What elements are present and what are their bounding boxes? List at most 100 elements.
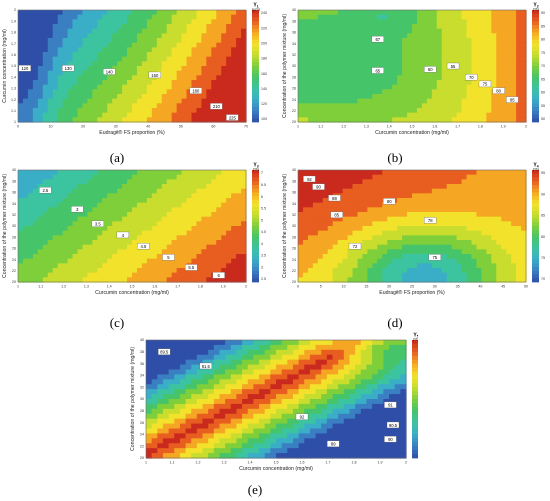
contour-cell [77,193,84,199]
contour-cell [226,75,232,81]
contour-cell [426,89,433,95]
contour-cell [387,28,393,34]
contour-cell [117,14,123,20]
contour-cell [466,38,473,44]
contour-cell [304,349,311,356]
contour-cell [201,14,207,20]
contour-cell [436,212,443,218]
contour-label-box [226,114,239,121]
contour-cell [327,94,334,100]
contour-cell [241,75,247,81]
contour-cell [72,28,79,34]
contour-cell [136,70,143,76]
contour-cell [446,212,453,218]
contour-cell [171,94,178,100]
contour-cell [27,240,34,246]
contour-cell [97,258,103,264]
contour-cell [92,244,98,250]
contour-cell [62,19,69,25]
contour-cell [407,70,413,76]
contour-cell [112,193,118,199]
contour-cell [486,14,492,20]
contour-cell [421,188,428,194]
contour-cell [47,198,54,204]
contour-cell [521,184,527,190]
contour-cell [27,52,34,58]
contour-cell [136,108,143,114]
contour-cell [216,75,222,81]
contour-cell [196,75,202,81]
contour-cell [226,212,232,218]
contour-cell [168,354,175,361]
contour-cell [362,226,368,232]
contour-cell [521,244,527,250]
contour-cell [230,344,238,351]
contour-cell [362,10,368,16]
contour-cell [216,198,222,204]
contour-cell [327,24,334,30]
contour-cell [392,10,398,16]
contour-cell [221,47,227,53]
contour-cell [141,277,148,283]
contour-cell [302,117,309,123]
contour-cell [421,28,428,34]
contour-cell [221,33,227,39]
contour-cell [264,359,271,366]
contour-cell [241,221,247,227]
contour-cell [102,198,108,204]
legend-swatch [252,103,259,108]
contour-cell [496,179,502,185]
contour-cell [400,359,407,366]
y-tick-label: 1.4 [11,75,16,79]
contour-cell [166,170,173,176]
contour-cell [47,70,54,76]
contour-cell [82,249,88,255]
contour-cell [127,198,133,204]
contour-cell [506,170,512,176]
contour-cell [501,33,507,39]
contour-cell [456,80,463,86]
contour-cell [191,364,198,371]
contour-cell [82,188,88,194]
contour-cell [127,170,133,176]
y-tick-label: 36 [292,191,296,195]
contour-cell [211,188,217,194]
x-tick-label: 1.8 [478,125,483,129]
legend-swatch [532,10,539,15]
contour-cell [127,207,133,213]
contour-cell [18,84,24,90]
contour-cell [18,19,24,25]
contour-cell [397,19,403,25]
contour-cell [67,277,74,283]
contour-cell [332,112,339,118]
contour-cell [156,207,163,213]
contour-cell [47,258,54,264]
contour-cell [377,235,383,241]
contour-cell [206,272,212,278]
contour-cell [298,14,304,20]
contour-cell [357,272,364,278]
contour-cell [107,258,113,264]
contour-cell [52,61,59,67]
contour-cell [42,61,49,67]
contour-cell [511,89,517,95]
contour-cell [171,240,178,246]
contour-cell [18,38,24,44]
contour-cell [27,56,34,62]
contour-cell [387,19,393,25]
contour-cell [506,174,512,180]
contour-cell [377,174,383,180]
contour-cell [47,240,54,246]
contour-cell [436,103,443,109]
contour-cell [402,212,408,218]
color-legend: 76.565.554.543.532.5Y3(%) [252,163,266,283]
contour-cell [298,354,305,361]
contour-cell [107,52,113,58]
contour-cell [52,254,59,260]
contour-cell [332,80,339,86]
contour-cell [97,33,103,39]
contour-cell [161,272,168,278]
contour-cell [132,75,138,81]
contour-cell [317,249,324,255]
contour-cell [201,235,207,241]
